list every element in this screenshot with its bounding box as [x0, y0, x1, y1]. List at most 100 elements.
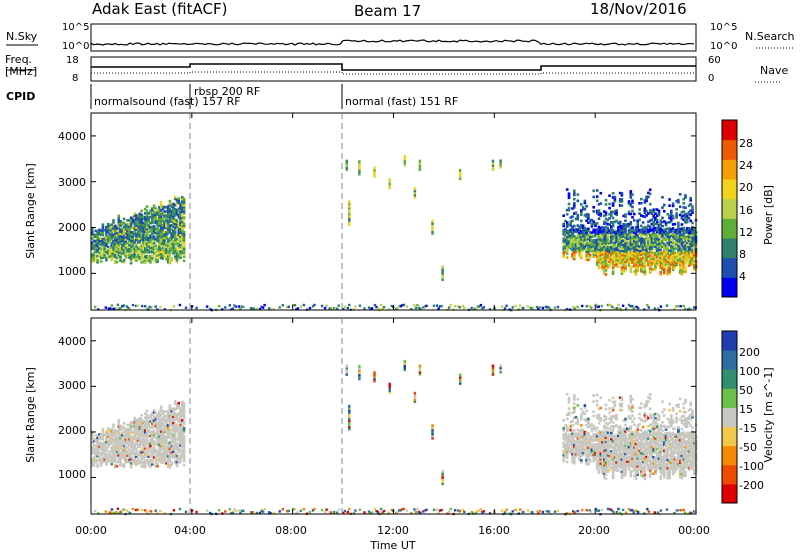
velocity-cell [153, 409, 156, 412]
power-cell [519, 304, 521, 306]
velocity-cell [592, 411, 595, 414]
power-cell [238, 305, 240, 307]
velocity-cell [573, 429, 576, 432]
power-cell [666, 304, 668, 306]
power-ytick-4000: 4000 [58, 130, 86, 143]
nave-label: Nave [760, 64, 788, 77]
power-colorbar: 28 24 20 16 12 8 4 Power [dB] [722, 120, 775, 298]
power-cell [598, 305, 600, 307]
power-cell [263, 304, 265, 306]
power-cell [183, 222, 186, 225]
velocity-cell [645, 414, 648, 417]
power-cell [573, 198, 576, 201]
power-cell [174, 196, 177, 199]
velocity-cell [589, 458, 592, 461]
power-cell [338, 304, 340, 306]
power-cell [631, 210, 634, 213]
cpid-segment-2: rbsp 200 RF [194, 85, 260, 98]
power-cell [294, 304, 296, 306]
power-cell [288, 306, 290, 308]
power-cell [140, 210, 143, 213]
velocity-cell [633, 423, 636, 426]
velocity-cell [577, 398, 580, 401]
power-cell [617, 265, 620, 268]
nsky-trace [91, 40, 694, 46]
power-cell [656, 219, 659, 222]
power-cell [645, 210, 648, 213]
power-cell [102, 223, 105, 226]
power-ytick-3000: 3000 [58, 176, 86, 189]
power-cell [155, 305, 157, 307]
velocity-cell [638, 423, 641, 426]
velocity-cell [118, 419, 121, 422]
power-cell [688, 217, 691, 220]
velocity-cell [183, 464, 186, 467]
power-cell [575, 211, 578, 214]
power-scatter [91, 155, 697, 311]
power-cell [206, 305, 208, 307]
power-cell [592, 196, 595, 199]
power-cell [581, 305, 583, 307]
power-cell [619, 221, 622, 224]
power-cell [654, 307, 656, 309]
power-cell [504, 307, 506, 309]
velocity-cell [153, 430, 156, 433]
power-cell [631, 305, 633, 307]
power-cell [679, 305, 681, 307]
velocity-cell [577, 418, 580, 421]
power-cell [505, 305, 507, 307]
velocity-cell [183, 421, 186, 424]
nave-trace [91, 72, 696, 74]
power-cell [649, 226, 652, 229]
power-cell [598, 209, 601, 212]
figure-title: Adak East (fitACF) [92, 0, 227, 18]
power-cb-tick-12: 12 [739, 226, 753, 239]
velocity-cell [573, 407, 576, 410]
velocity-cell [608, 469, 611, 472]
power-cell [404, 155, 406, 158]
velocity-cell [596, 404, 599, 407]
power-cell [146, 209, 149, 212]
power-cell [419, 160, 421, 163]
power-cell [631, 216, 634, 219]
power-cell [640, 225, 643, 228]
power-cell [573, 190, 576, 193]
velocity-cell [151, 459, 154, 462]
power-cell [156, 258, 159, 261]
velocity-cell [612, 407, 615, 410]
power-cb-tick-20: 20 [739, 181, 753, 194]
power-cell [414, 187, 416, 190]
power-cell [112, 219, 115, 222]
power-cell [637, 307, 639, 309]
power-cell [224, 306, 226, 308]
velocity-cell [608, 411, 611, 414]
velocity-cell [580, 424, 583, 427]
velocity-cell [116, 465, 119, 468]
power-cell [568, 192, 571, 195]
power-cell [587, 259, 590, 262]
velocity-cell [566, 418, 569, 421]
power-cell [677, 222, 680, 225]
power-colorbar-swatch [722, 238, 737, 258]
power-cell [631, 226, 634, 229]
velocity-cell [640, 402, 643, 405]
power-cell [608, 203, 611, 206]
power-cell [644, 207, 647, 210]
velocity-cell [614, 400, 617, 403]
power-cell [183, 260, 186, 263]
velocity-cell [608, 399, 611, 402]
power-cell [501, 305, 503, 307]
velocity-cell [112, 424, 115, 427]
power-cell [324, 307, 326, 309]
velocity-cell [608, 407, 611, 410]
freq-tick-top: 18 [66, 55, 79, 66]
velocity-cell [649, 397, 652, 400]
power-cell [676, 305, 678, 307]
velocity-cell [178, 402, 181, 405]
velocity-cell [600, 397, 603, 400]
power-cell [542, 307, 544, 309]
power-cell [621, 192, 624, 195]
velocity-scatter [91, 360, 697, 516]
power-cell [403, 304, 405, 306]
